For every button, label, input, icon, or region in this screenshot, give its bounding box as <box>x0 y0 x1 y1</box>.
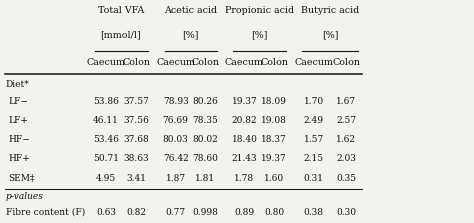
Text: 0.77: 0.77 <box>165 208 186 217</box>
Text: LF−: LF− <box>8 97 28 106</box>
Text: 1.70: 1.70 <box>303 97 324 106</box>
Text: 0.82: 0.82 <box>126 208 146 217</box>
Text: 76.69: 76.69 <box>163 116 189 125</box>
Text: Total VFA: Total VFA <box>98 6 144 14</box>
Text: Caecum: Caecum <box>294 58 333 67</box>
Text: Caecum: Caecum <box>87 58 126 67</box>
Text: 80.03: 80.03 <box>163 135 189 144</box>
Text: 37.68: 37.68 <box>123 135 149 144</box>
Text: Colon: Colon <box>332 58 360 67</box>
Text: 1.67: 1.67 <box>336 97 356 106</box>
Text: HF−: HF− <box>8 135 30 144</box>
Text: 0.80: 0.80 <box>264 208 284 217</box>
Text: 0.35: 0.35 <box>336 174 356 183</box>
Text: 19.37: 19.37 <box>261 155 287 163</box>
Text: 53.86: 53.86 <box>93 97 119 106</box>
Text: 2.03: 2.03 <box>336 155 356 163</box>
Text: 53.46: 53.46 <box>93 135 119 144</box>
Text: 46.11: 46.11 <box>93 116 119 125</box>
Text: 78.60: 78.60 <box>192 155 219 163</box>
Text: 1.60: 1.60 <box>264 174 284 183</box>
Text: [%]: [%] <box>322 31 338 40</box>
Text: 78.35: 78.35 <box>192 116 219 125</box>
Text: 18.40: 18.40 <box>231 135 257 144</box>
Text: 50.71: 50.71 <box>93 155 119 163</box>
Text: 3.41: 3.41 <box>126 174 146 183</box>
Text: HF+: HF+ <box>8 155 30 163</box>
Text: Colon: Colon <box>191 58 219 67</box>
Text: Diet*: Diet* <box>6 81 29 89</box>
Text: 1.78: 1.78 <box>234 174 255 183</box>
Text: 0.63: 0.63 <box>96 208 116 217</box>
Text: 0.38: 0.38 <box>304 208 324 217</box>
Text: 1.81: 1.81 <box>195 174 216 183</box>
Text: 19.08: 19.08 <box>261 116 287 125</box>
Text: SEM‡: SEM‡ <box>8 174 35 183</box>
Text: Butyric acid: Butyric acid <box>301 6 359 14</box>
Text: Fibre content (F): Fibre content (F) <box>6 208 85 217</box>
Text: [%]: [%] <box>251 31 267 40</box>
Text: 76.42: 76.42 <box>163 155 189 163</box>
Text: Colon: Colon <box>260 58 288 67</box>
Text: 1.57: 1.57 <box>303 135 324 144</box>
Text: p-values: p-values <box>6 192 44 201</box>
Text: 38.63: 38.63 <box>123 155 149 163</box>
Text: 80.02: 80.02 <box>192 135 219 144</box>
Text: 18.37: 18.37 <box>261 135 287 144</box>
Text: 19.37: 19.37 <box>232 97 257 106</box>
Text: 20.82: 20.82 <box>232 116 257 125</box>
Text: 0.31: 0.31 <box>304 174 324 183</box>
Text: Caecum: Caecum <box>225 58 264 67</box>
Text: 37.56: 37.56 <box>123 116 149 125</box>
Text: Acetic acid: Acetic acid <box>164 6 217 14</box>
Text: 1.62: 1.62 <box>336 135 356 144</box>
Text: Caecum: Caecum <box>156 58 195 67</box>
Text: 0.30: 0.30 <box>336 208 356 217</box>
Text: [mmol/l]: [mmol/l] <box>100 31 141 40</box>
Text: 2.15: 2.15 <box>303 155 324 163</box>
Text: 18.09: 18.09 <box>261 97 287 106</box>
Text: 1.87: 1.87 <box>165 174 186 183</box>
Text: 4.95: 4.95 <box>96 174 116 183</box>
Text: Colon: Colon <box>122 58 150 67</box>
Text: 2.57: 2.57 <box>336 116 356 125</box>
Text: 78.93: 78.93 <box>163 97 189 106</box>
Text: 0.89: 0.89 <box>234 208 255 217</box>
Text: Propionic acid: Propionic acid <box>225 6 294 14</box>
Text: 2.49: 2.49 <box>304 116 324 125</box>
Text: [%]: [%] <box>182 31 199 40</box>
Text: 0.998: 0.998 <box>192 208 219 217</box>
Text: 80.26: 80.26 <box>192 97 219 106</box>
Text: LF+: LF+ <box>8 116 28 125</box>
Text: 21.43: 21.43 <box>232 155 257 163</box>
Text: 37.57: 37.57 <box>123 97 149 106</box>
